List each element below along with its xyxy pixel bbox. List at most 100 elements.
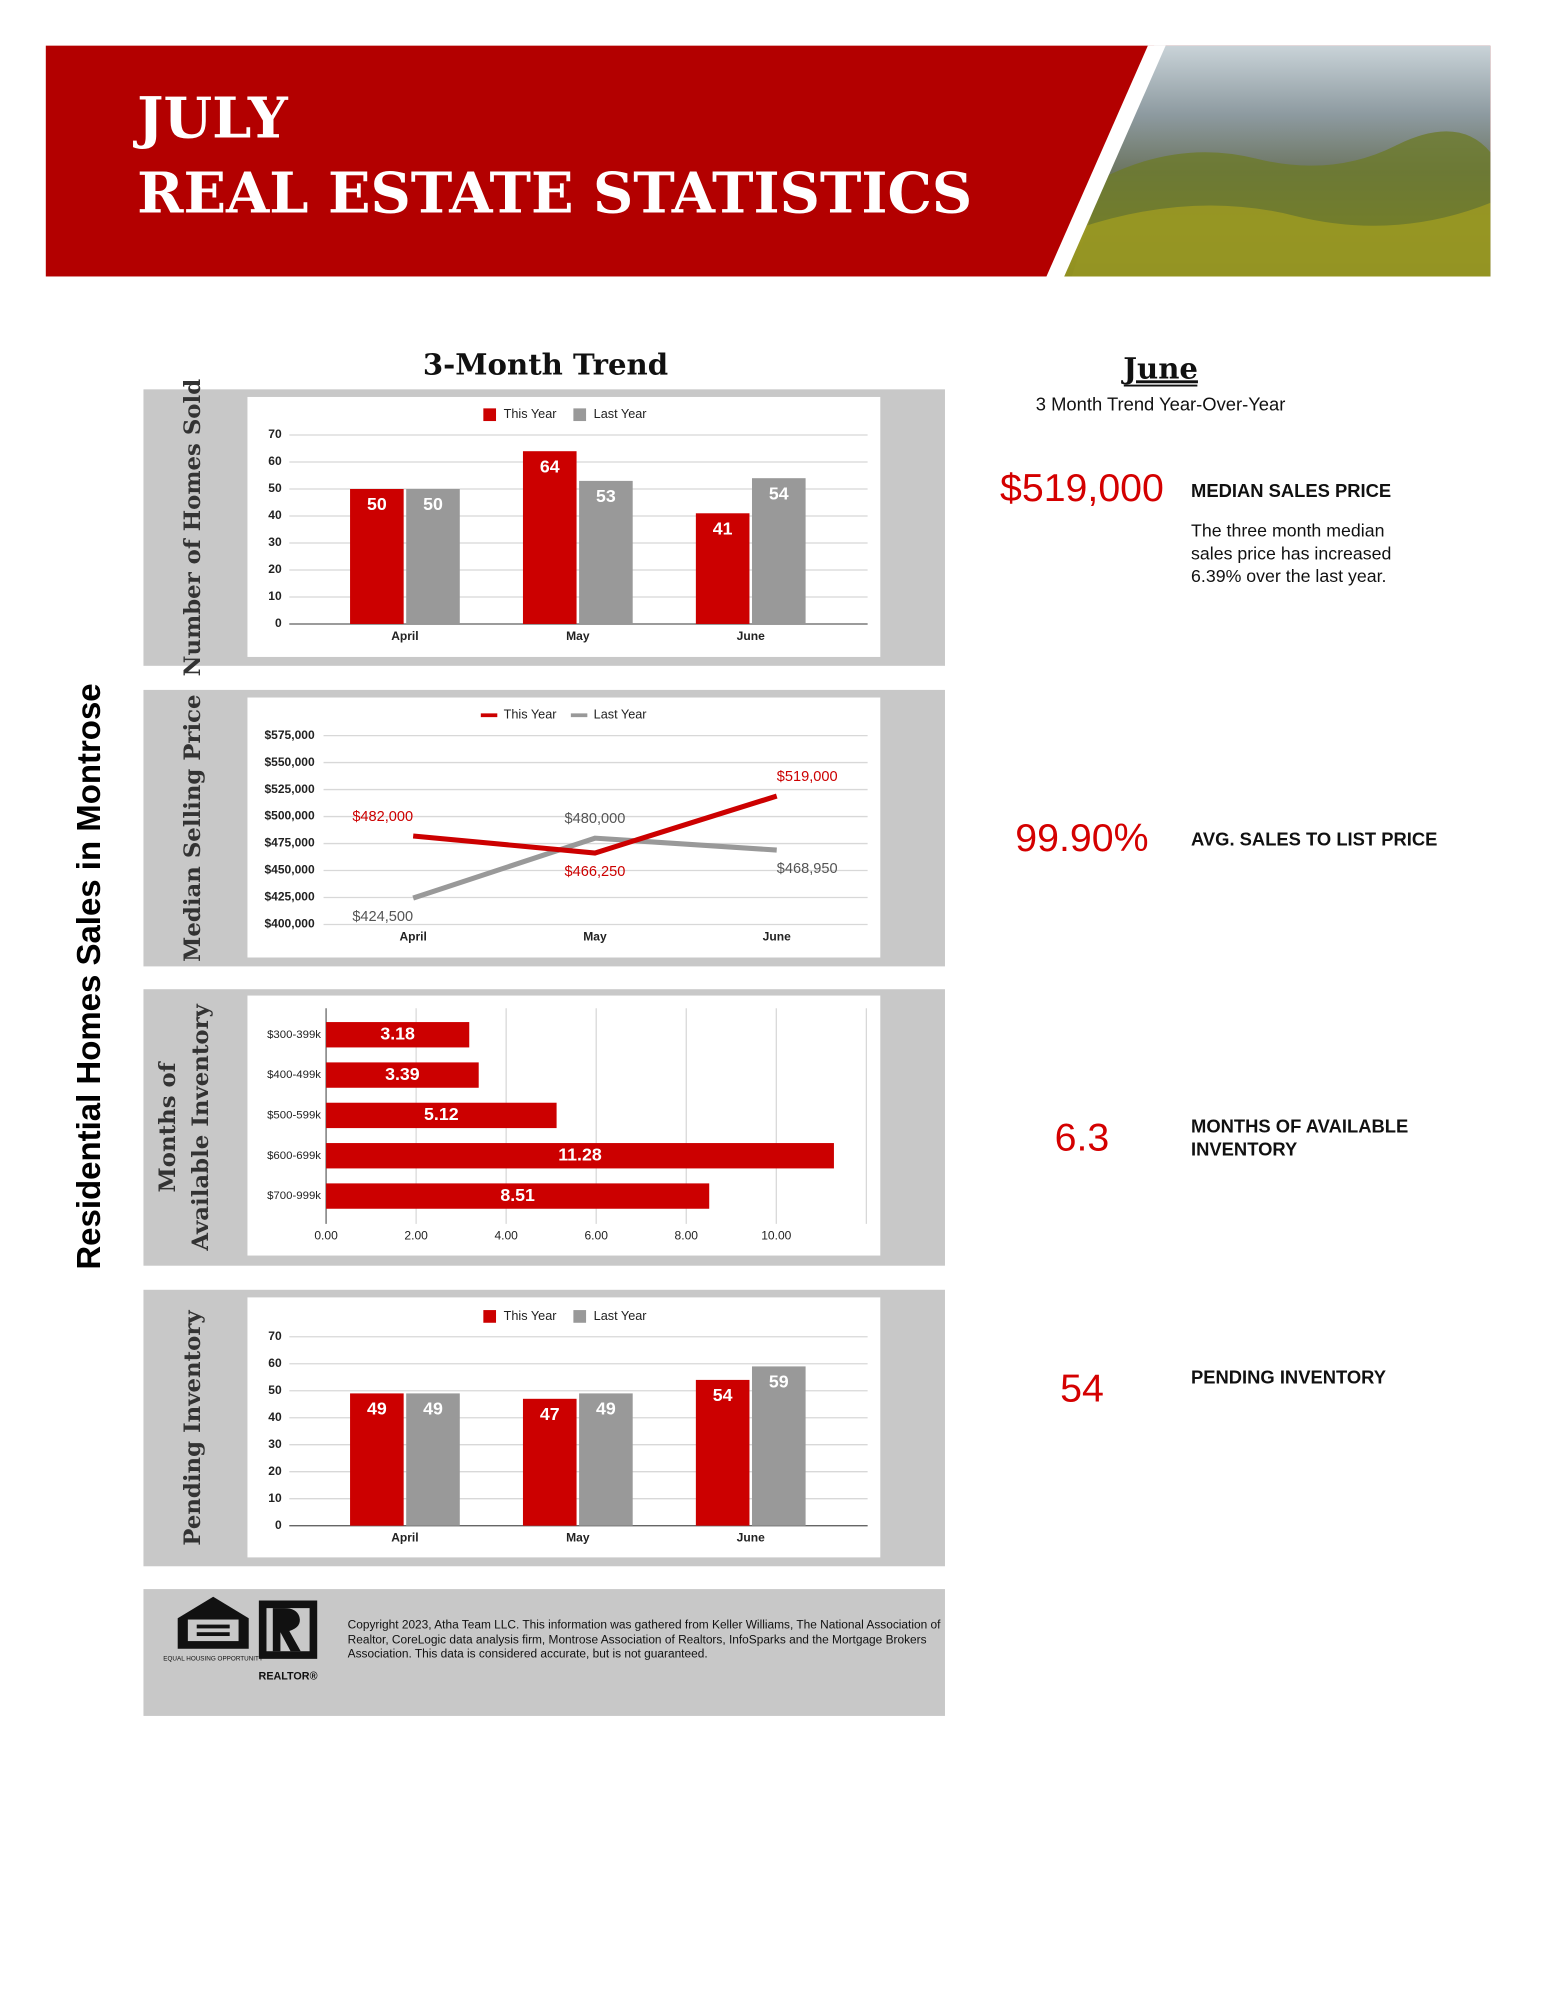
bar-value-label: 53: [596, 486, 616, 506]
x-tick-label: June: [763, 929, 791, 943]
legend-label: Last Year: [594, 1309, 648, 1323]
legend-swatch: [573, 408, 587, 422]
bar-value-label: 11.28: [558, 1144, 602, 1164]
y-tick-label: $550,000: [264, 755, 314, 769]
x-tick-label: April: [391, 1531, 418, 1545]
x-tick-label: 10.00: [761, 1229, 791, 1243]
stat-value: $519,000: [1000, 466, 1164, 510]
point-label: $482,000: [352, 809, 413, 825]
series-line: [412, 835, 777, 901]
legend-label: Last Year: [594, 407, 648, 421]
bar: [350, 488, 404, 624]
y-tick-label: $600-699k: [267, 1150, 321, 1162]
y-tick-label: 20: [268, 562, 282, 576]
y-tick-label: $475,000: [264, 836, 314, 850]
series-line: [412, 793, 778, 856]
bar: [406, 1393, 460, 1526]
bar: [406, 488, 460, 624]
bar-value-label: 5.12: [424, 1104, 459, 1124]
bar-value-label: 49: [367, 1399, 387, 1419]
realtor-text: REALTOR®: [259, 1670, 318, 1682]
footer-text: Copyright 2023, Atha Team LLC. This info…: [347, 1616, 941, 1661]
legend-label: This Year: [504, 407, 558, 421]
eho-text: EQUAL HOUSING OPPORTUNITY: [163, 1656, 264, 1663]
y-tick-label: $425,000: [264, 890, 314, 904]
y-axis-title: Median Selling Price: [180, 694, 206, 961]
header-title: JULY: [132, 87, 289, 152]
legend-label: This Year: [504, 708, 558, 722]
bar-value-label: 41: [713, 518, 733, 538]
bar-value-label: 64: [540, 456, 560, 476]
point-label: $424,500: [352, 909, 413, 925]
bar-value-label: 59: [769, 1372, 789, 1392]
bar: [326, 1062, 479, 1088]
bar: [751, 1366, 806, 1526]
y-axis-title: Pending Inventory: [180, 1310, 206, 1546]
stat-label-box: MONTHS OF AVAILABLE INVENTORY: [1191, 1117, 1409, 1161]
bar: [695, 513, 750, 624]
stat-note-box: The three month median sales price has i…: [1191, 520, 1391, 586]
bar: [522, 1398, 577, 1526]
y-tick-label: $400-499k: [267, 1069, 321, 1081]
point-label: $480,000: [565, 811, 626, 827]
bar: [522, 451, 577, 624]
x-tick-label: June: [737, 629, 765, 643]
bar-value-label: 47: [540, 1404, 560, 1424]
y-tick-label: 60: [268, 454, 282, 468]
y-tick-label: 40: [268, 1410, 282, 1424]
x-tick-label: 2.00: [404, 1229, 428, 1243]
point-label: $468,950: [777, 861, 838, 877]
y-tick-label: 70: [268, 1329, 282, 1343]
y-tick-label: 20: [268, 1464, 282, 1478]
bar: [751, 478, 806, 624]
y-tick-label: 30: [268, 535, 282, 549]
bar-value-label: 49: [596, 1399, 616, 1419]
bar: [579, 1393, 633, 1526]
point-label: $466,250: [565, 864, 626, 880]
y-tick-label: $700-999k: [267, 1190, 321, 1202]
header-stripe: [1046, 45, 1166, 277]
bar-value-label: 54: [713, 1385, 733, 1405]
y-axis-title: Number of Homes Sold: [180, 379, 206, 677]
y-tick-label: 60: [268, 1356, 282, 1370]
bar-value-label: 50: [423, 494, 443, 514]
footer-text-box: Copyright 2023, Atha Team LLC. This info…: [347, 1616, 941, 1661]
stat-value: 99.90%: [1015, 816, 1148, 860]
summary-title: June: [1120, 351, 1198, 385]
hill: [1059, 202, 1491, 277]
legend-swatch: [483, 1310, 497, 1323]
chart-area: [247, 697, 881, 958]
x-tick-label: May: [566, 629, 590, 643]
bar: [326, 1102, 557, 1129]
stat-label: MONTHS OF AVAILABLE INVENTORY: [1191, 1117, 1409, 1161]
stat-value: 6.3: [1055, 1116, 1110, 1160]
y-tick-label: 0: [275, 616, 282, 630]
x-tick-label: 8.00: [675, 1229, 699, 1243]
stat-label: PENDING INVENTORY: [1191, 1366, 1386, 1387]
realtor-logo: [258, 1600, 318, 1659]
y-tick-label: 50: [268, 1383, 282, 1397]
y-tick-label: $525,000: [264, 782, 314, 796]
y-tick-label: 40: [268, 508, 282, 522]
x-tick-label: 4.00: [494, 1229, 518, 1243]
bar: [350, 1393, 404, 1526]
legend-swatch: [483, 408, 497, 422]
y-tick-label: 50: [268, 481, 282, 495]
x-tick-label: 0.00: [314, 1229, 338, 1243]
bar-value-label: 50: [367, 494, 387, 514]
summary-subtitle: 3 Month Trend Year-Over-Year: [1036, 394, 1286, 415]
x-tick-label: May: [583, 929, 607, 943]
point-label: $519,000: [777, 769, 838, 785]
y-tick-label: 10: [268, 1491, 282, 1505]
y-axis-title: Months of Available Inventory: [155, 1003, 214, 1251]
y-tick-label: $500-599k: [267, 1109, 321, 1121]
bar: [579, 480, 633, 624]
y-tick-label: $450,000: [264, 863, 314, 877]
bar-value-label: 8.51: [500, 1185, 535, 1205]
bar: [326, 1022, 470, 1048]
x-tick-label: June: [737, 1531, 765, 1545]
bar-value-label: 49: [423, 1399, 443, 1419]
legend-label: This Year: [504, 1309, 558, 1323]
bar-value-label: 3.18: [380, 1023, 415, 1043]
